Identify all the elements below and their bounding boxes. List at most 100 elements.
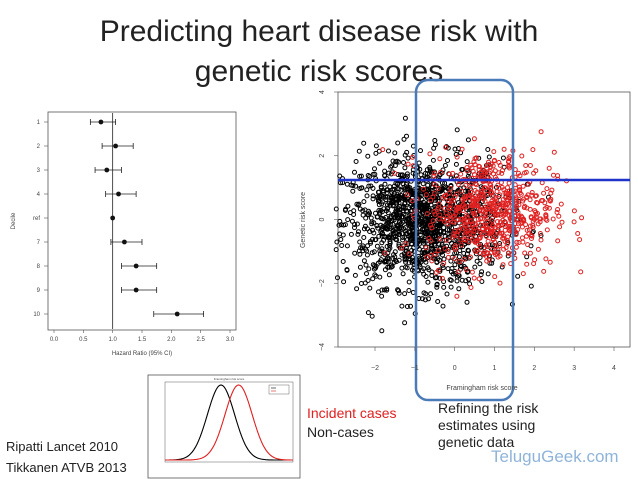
scatter-point-incident xyxy=(478,216,483,222)
scatter-point-incident xyxy=(551,149,557,155)
scatter-point-noncase xyxy=(357,186,363,191)
scatter-point-incident xyxy=(490,236,496,242)
scatter-point-incident xyxy=(489,230,495,236)
scatter-point-noncase xyxy=(500,155,506,161)
scatter-point-noncase xyxy=(404,133,409,139)
scatter-point-incident xyxy=(482,198,488,204)
scatter-point-incident xyxy=(484,258,490,264)
scatter-point-incident xyxy=(538,129,544,135)
scatter-point-noncase xyxy=(375,225,381,231)
scatter-point-incident xyxy=(501,187,507,193)
scatter-point-incident xyxy=(546,165,552,171)
scatter-point-noncase xyxy=(382,181,388,187)
forest-x-tick-label: 1.5 xyxy=(138,337,147,343)
forest-plot: 1 2 3 4 ref 7 8 9 10 0.0 0.5 1.0 1.5 2.0 2.5 3.0 Hazar… xyxy=(11,111,237,357)
scatter-point-incident xyxy=(522,250,528,256)
legend-non-cases: Non-cases xyxy=(307,424,374,440)
scatter-point-noncase xyxy=(379,209,385,215)
scatter-point-incident xyxy=(533,168,539,174)
scatter-point-noncase xyxy=(399,214,405,220)
scatter-point-incident xyxy=(441,193,447,199)
scatter-point-incident xyxy=(437,212,443,218)
scatter-point-noncase xyxy=(399,303,405,309)
scatter-point-incident xyxy=(537,219,543,225)
scatter-point-noncase xyxy=(404,248,409,254)
scatter-point-noncase xyxy=(432,138,438,143)
scatter-x-tick-label: 0 xyxy=(453,365,457,372)
citation-2: Tikkanen ATVB 2013 xyxy=(6,460,127,475)
scatter-point-incident xyxy=(474,238,480,244)
scatter-point-noncase xyxy=(390,255,396,261)
scatter-point-noncase xyxy=(357,206,363,212)
forest-x-tick-label: 0.0 xyxy=(50,337,59,343)
scatter-point-incident xyxy=(516,196,522,202)
forest-estimate-point xyxy=(98,119,104,125)
scatter-y-ticks: −4 −2 0 2 4 xyxy=(319,90,338,351)
scatter-point-incident xyxy=(452,245,458,251)
scatter-point-incident xyxy=(514,239,520,245)
scatter-point-incident xyxy=(506,250,512,256)
scatter-point-noncase xyxy=(363,262,369,268)
scatter-point-noncase xyxy=(402,234,408,240)
scatter-point-noncase xyxy=(370,193,376,199)
scatter-point-noncase xyxy=(385,234,391,240)
scatter-point-noncase xyxy=(393,236,399,242)
scatter-point-incident xyxy=(528,215,534,221)
scatter-point-noncase xyxy=(366,183,372,189)
scatter-point-incident xyxy=(501,146,507,152)
scatter-point-noncase xyxy=(409,248,415,253)
scatter-point-incident xyxy=(456,227,462,233)
scatter-point-incident xyxy=(551,172,556,178)
scatter-point-incident xyxy=(523,222,529,228)
scatter-point-noncase xyxy=(448,183,454,189)
scatter-point-noncase xyxy=(382,267,388,273)
scatter-point-noncase xyxy=(419,237,425,243)
scatter-point-noncase xyxy=(464,299,470,305)
scatter-point-noncase xyxy=(419,197,425,203)
scatter-point-noncase xyxy=(366,266,372,272)
scatter-point-incident xyxy=(490,209,495,215)
scatter-point-noncase xyxy=(371,230,377,236)
scatter-point-incident xyxy=(544,217,550,223)
density-curve xyxy=(165,384,293,461)
scatter-point-incident xyxy=(543,256,549,262)
scatter-point-incident xyxy=(523,163,529,168)
scatter-point-incident xyxy=(507,154,513,160)
scatter-point-incident xyxy=(443,237,449,243)
scatter-point-incident xyxy=(571,219,577,225)
scatter-point-noncase xyxy=(374,223,380,229)
scatter-point-noncase xyxy=(479,269,485,275)
scatter-point-noncase xyxy=(356,201,362,207)
scatter-point-noncase xyxy=(404,304,410,309)
forest-row-label: 8 xyxy=(37,264,41,270)
scatter-point-incident xyxy=(520,271,526,277)
scatter-point-incident xyxy=(548,190,554,196)
scatter-point-incident xyxy=(497,280,503,286)
scatter-point-noncase xyxy=(454,274,460,280)
scatter-point-incident xyxy=(464,165,470,171)
scatter-point-incident xyxy=(452,256,458,262)
scatter-point-incident xyxy=(424,254,430,260)
scatter-point-incident xyxy=(437,156,443,162)
scatter-point-incident xyxy=(507,163,512,169)
scatter-point-incident xyxy=(476,167,482,173)
scatter-point-noncase xyxy=(441,256,447,262)
scatter-point-noncase xyxy=(337,218,343,224)
forest-estimate-point xyxy=(110,215,116,221)
scatter-point-noncase xyxy=(460,167,466,172)
scatter-point-noncase xyxy=(354,286,360,292)
scatter-point-incident xyxy=(442,205,447,211)
scatter-point-noncase xyxy=(400,181,406,187)
scatter-point-noncase xyxy=(421,271,427,277)
scatter-point-noncase xyxy=(368,215,374,221)
scatter-point-noncase xyxy=(394,212,399,218)
scatter-point-noncase xyxy=(377,160,383,166)
scatter-point-noncase xyxy=(395,181,401,187)
scatter-point-noncase xyxy=(437,275,443,281)
scatter-point-incident xyxy=(468,189,474,195)
scatter-point-noncase xyxy=(361,140,367,146)
forest-x-tick-label: 2.0 xyxy=(167,337,176,343)
scatter-point-incident xyxy=(454,154,460,160)
scatter-point-noncase xyxy=(333,247,339,253)
scatter-point-incident xyxy=(495,182,501,188)
